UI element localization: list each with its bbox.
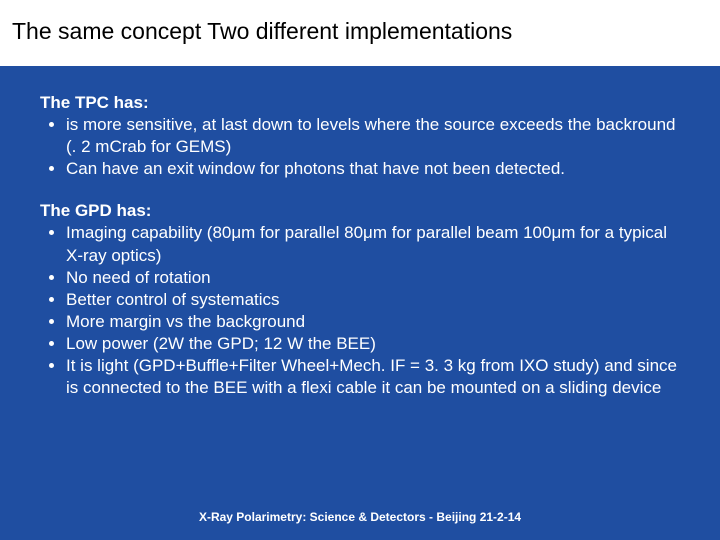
list-item: More margin vs the background [66,311,680,333]
list-item: is more sensitive, at last down to level… [66,114,680,158]
list-item: Low power (2W the GPD; 12 W the BEE) [66,333,680,355]
section-tpc: The TPC has: is more sensitive, at last … [40,92,680,180]
section-header-gpd: The GPD has: [40,200,680,222]
bullet-list-gpd: Imaging capability (80μm for parallel 80… [40,222,680,399]
title-bar: The same concept Two different implement… [0,0,720,66]
list-item: It is light (GPD+Buffle+Filter Wheel+Mec… [66,355,680,399]
slide-content: The TPC has: is more sensitive, at last … [0,66,720,399]
bullet-list-tpc: is more sensitive, at last down to level… [40,114,680,180]
slide-footer: X-Ray Polarimetry: Science & Detectors -… [0,510,720,524]
section-gpd: The GPD has: Imaging capability (80μm fo… [40,200,680,399]
list-item: Better control of systematics [66,289,680,311]
slide-title: The same concept Two different implement… [12,19,512,44]
list-item: Imaging capability (80μm for parallel 80… [66,222,680,266]
list-item: Can have an exit window for photons that… [66,158,680,180]
list-item: No need of rotation [66,267,680,289]
section-header-tpc: The TPC has: [40,92,680,114]
